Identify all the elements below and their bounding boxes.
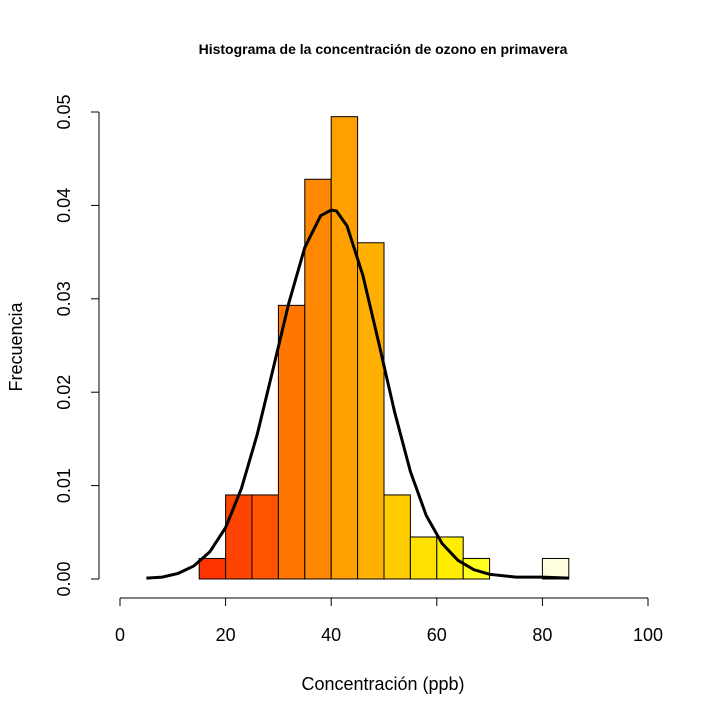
x-tick-label: 20 <box>216 625 236 645</box>
x-tick-label: 80 <box>532 625 552 645</box>
histogram-bar <box>383 494 411 580</box>
y-axis: 0.00 0.01 0.02 0.03 0.04 0.05 <box>54 94 100 597</box>
x-tick-label: 60 <box>427 625 447 645</box>
histogram-bar <box>198 557 227 580</box>
y-tick-label: 0.02 <box>54 375 74 410</box>
y-tick-label: 0.00 <box>54 561 74 596</box>
histogram-bar <box>357 242 385 580</box>
x-tick-label: 100 <box>633 625 663 645</box>
y-axis-label: Frecuencia <box>6 301 26 391</box>
y-tick-label: 0.01 <box>54 468 74 503</box>
y-tick-label: 0.04 <box>54 188 74 223</box>
x-axis: 0 20 40 60 80 100 <box>115 597 663 645</box>
chart-title: Histograma de la concentración de ozono … <box>199 41 568 57</box>
y-tick-label: 0.05 <box>54 94 74 129</box>
histogram-bar <box>277 304 306 580</box>
x-tick-label: 40 <box>321 625 341 645</box>
density-curve <box>146 208 569 580</box>
x-axis-label: Concentración (ppb) <box>301 674 464 694</box>
histogram-bar <box>462 557 491 580</box>
histogram-bar <box>409 536 438 580</box>
x-tick-label: 0 <box>115 625 125 645</box>
histogram-bars <box>198 116 570 580</box>
histogram-bar <box>251 494 279 580</box>
y-tick-label: 0.03 <box>54 281 74 316</box>
histogram-bar <box>330 116 359 580</box>
histogram-bar <box>304 178 332 580</box>
histogram-bar <box>225 494 253 580</box>
